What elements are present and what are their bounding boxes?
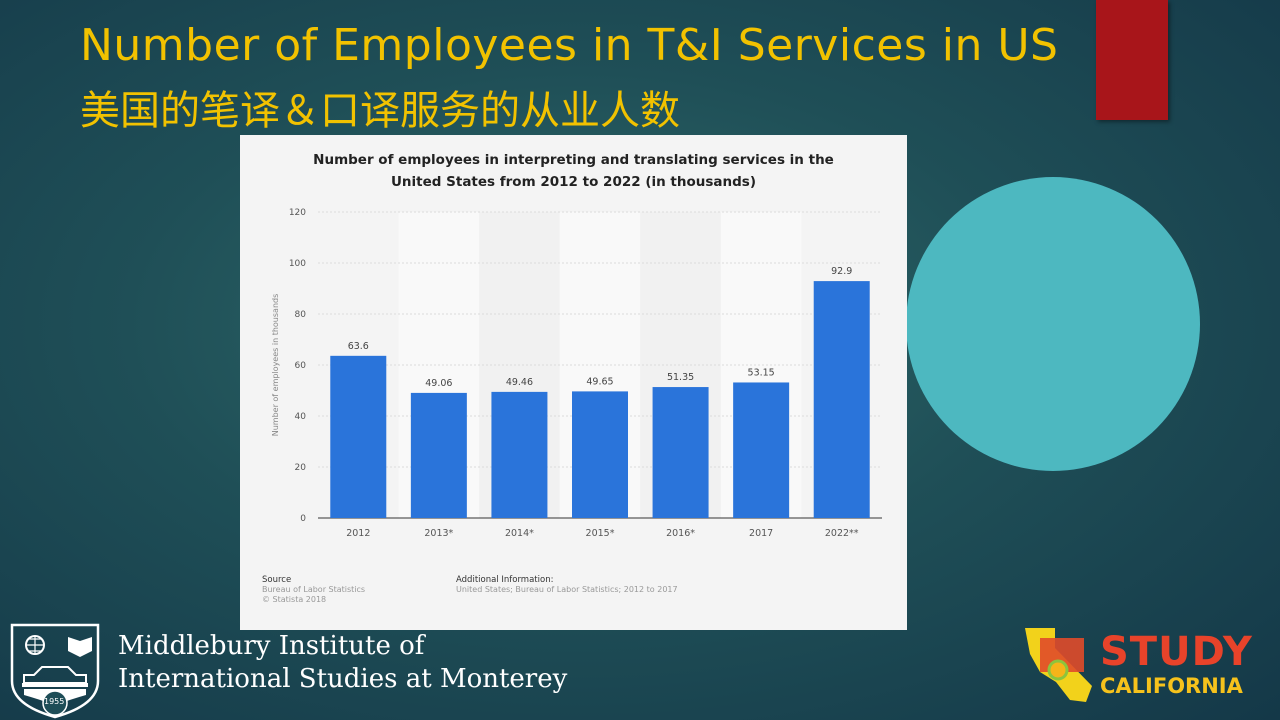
y-axis-label: Number of employees in thousands [271,294,280,437]
y-tick-label: 0 [300,514,306,524]
bar [572,391,628,518]
bar [491,391,548,518]
decorative-red-bar [1096,0,1168,120]
x-tick-label: 2017 [749,528,773,539]
slide-title-en: Number of Employees in T&I Services in U… [80,20,1059,71]
x-tick-label: 2012 [346,528,370,539]
bar-chart: 0 20 40 60 80 100 120 63.6 2012 49.06 2013* 49.46 20… [271,208,882,539]
info-label: Additional Information: [456,575,554,585]
shield-year: 1955 [44,697,65,706]
x-tick-label: 2016* [666,528,695,539]
data-label: 49.46 [506,377,533,388]
bar [330,355,387,518]
source-text: Bureau of Labor Statistics [262,585,366,594]
y-tick-label: 40 [295,412,307,422]
data-label: 63.6 [348,341,369,352]
study-text: STUDY [1100,629,1253,675]
x-tick-label: 2013* [424,528,453,539]
y-tick-label: 20 [295,463,307,473]
copyright-text: © Statista 2018 [262,595,327,604]
data-label: 51.35 [667,372,694,383]
bar [410,392,467,518]
bar [652,387,709,518]
y-tick-label: 80 [295,310,307,320]
source-block: Source Bureau of Labor Statistics © Stat… [262,575,365,605]
middlebury-shield-logo [10,623,100,719]
bar [733,382,790,518]
middlebury-line2: International Studies at Monterey [118,664,568,694]
data-label: 53.15 [748,367,775,378]
source-label: Source [262,575,292,585]
middlebury-wordmark: Middlebury Institute of International St… [118,630,567,696]
bar [813,281,870,518]
x-tick-label: 2014* [505,528,534,539]
additional-info-block: Additional Information: United States; B… [456,575,678,595]
middlebury-line1: Middlebury Institute of [118,631,425,661]
x-tick-label: 2022** [825,528,859,539]
y-tick-label: 100 [289,259,306,269]
y-tick-label: 60 [295,361,307,371]
california-map-icon [1025,628,1092,702]
chart-title-line1: Number of employees in interpreting and … [313,152,834,168]
chart-title: Number of employees in interpreting and … [240,149,907,193]
y-tick-label: 120 [289,208,306,218]
california-text: CALIFORNIA [1100,674,1243,698]
data-label: 92.9 [831,266,852,277]
slide-title-zh: 美国的笔译＆口译服务的从业人数 [80,88,680,134]
data-label: 49.65 [586,376,613,387]
decorative-circle [906,177,1200,471]
chart-title-line2: United States from 2012 to 2022 (in thou… [390,174,757,190]
info-text: United States; Bureau of Labor Statistic… [456,585,678,594]
x-tick-label: 2015* [586,528,615,539]
data-label: 49.06 [425,378,452,389]
chart-panel: 0 20 40 60 80 100 120 63.6 2012 49.06 2013* 49.46 20… [240,135,907,630]
